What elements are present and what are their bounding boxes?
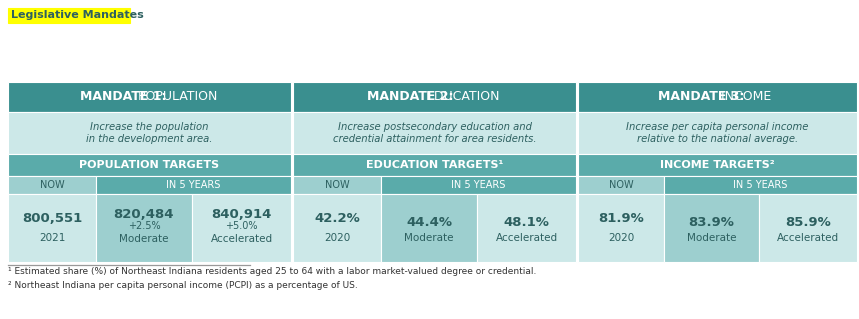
Bar (578, 112, 857, 154)
Text: 42.2%: 42.2% (314, 212, 360, 226)
Text: Moderate: Moderate (405, 233, 454, 243)
Text: NOW: NOW (609, 180, 633, 190)
Text: Moderate: Moderate (119, 234, 168, 244)
Text: IN 5 YEARS: IN 5 YEARS (167, 180, 221, 190)
Text: IN 5 YEARS: IN 5 YEARS (451, 180, 506, 190)
Text: Increase per capita personal income
relative to the national average.: Increase per capita personal income rela… (626, 122, 808, 144)
Text: ¹ Estimated share (%) of Northeast Indiana residents aged 25 to 64 with a labor : ¹ Estimated share (%) of Northeast India… (8, 268, 536, 277)
Text: MANDATE 2:: MANDATE 2: (368, 91, 454, 103)
Text: POPULATION: POPULATION (134, 91, 217, 103)
Text: +2.5%: +2.5% (128, 221, 161, 231)
Text: EDUCATION: EDUCATION (423, 91, 500, 103)
Bar (381, 176, 576, 194)
Text: Increase postsecondary education and
credential attainment for area residents.: Increase postsecondary education and cre… (332, 122, 536, 144)
Bar (8, 154, 291, 176)
Text: NOW: NOW (40, 180, 64, 190)
Text: 2020: 2020 (324, 233, 350, 243)
Text: Accelerated: Accelerated (496, 233, 557, 243)
Bar (578, 176, 664, 194)
Text: ² Northeast Indiana per capita personal income (PCPI) as a percentage of US.: ² Northeast Indiana per capita personal … (8, 280, 357, 290)
Text: 2021: 2021 (39, 233, 65, 243)
Text: 83.9%: 83.9% (689, 216, 734, 228)
Bar (192, 194, 291, 262)
Bar (8, 112, 291, 154)
Bar (96, 176, 291, 194)
Bar (293, 176, 381, 194)
Text: EDUCATION TARGETS¹: EDUCATION TARGETS¹ (366, 160, 503, 170)
Text: 48.1%: 48.1% (503, 216, 550, 228)
Bar (8, 176, 96, 194)
Bar (8, 194, 96, 262)
Bar (293, 82, 576, 112)
Text: IN 5 YEARS: IN 5 YEARS (734, 180, 788, 190)
Bar (8, 82, 291, 112)
Bar (578, 82, 857, 112)
Text: +5.0%: +5.0% (225, 221, 258, 231)
Text: 840,914: 840,914 (211, 209, 271, 221)
Bar (664, 194, 759, 262)
Text: MANDATE 3:: MANDATE 3: (657, 91, 744, 103)
Bar (293, 112, 576, 154)
Bar (293, 194, 381, 262)
Text: Legislative Mandates: Legislative Mandates (11, 11, 143, 20)
Bar (293, 154, 576, 176)
Text: INCOME: INCOME (717, 91, 771, 103)
Text: 81.9%: 81.9% (598, 212, 644, 226)
Text: 85.9%: 85.9% (785, 216, 831, 228)
Text: 2020: 2020 (608, 233, 634, 243)
Text: Accelerated: Accelerated (210, 234, 272, 244)
Bar (8, 8, 130, 23)
Bar (578, 194, 664, 262)
Text: Accelerated: Accelerated (777, 233, 839, 243)
Text: INCOME TARGETS²: INCOME TARGETS² (661, 160, 775, 170)
Bar (381, 194, 477, 262)
Bar (578, 154, 857, 176)
Text: 800,551: 800,551 (21, 212, 82, 226)
Text: 820,484: 820,484 (113, 209, 174, 221)
Bar (477, 194, 576, 262)
Text: Moderate: Moderate (686, 233, 736, 243)
Text: NOW: NOW (325, 180, 350, 190)
Text: MANDATE 1:: MANDATE 1: (80, 91, 167, 103)
Bar (96, 194, 192, 262)
Text: 44.4%: 44.4% (406, 216, 452, 228)
Text: POPULATION TARGETS: POPULATION TARGETS (79, 160, 220, 170)
Bar (759, 194, 857, 262)
Text: Increase the population
in the development area.: Increase the population in the developme… (86, 122, 213, 144)
Bar (664, 176, 857, 194)
